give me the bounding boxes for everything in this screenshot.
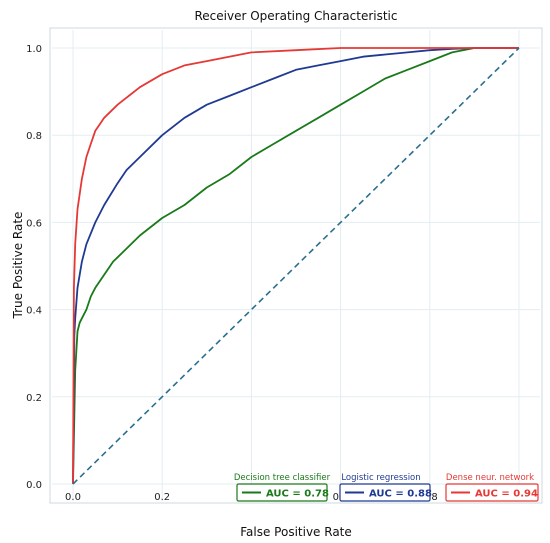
x-axis-title: False Positive Rate xyxy=(240,525,352,539)
y-axis-title: True Positive Rate xyxy=(11,212,25,320)
legend-series-name: Decision tree classifier xyxy=(234,473,331,483)
x-tick-label: 0.2 xyxy=(154,492,170,503)
legend-auc-label: AUC = 0.78 xyxy=(266,489,329,500)
y-tick-label: 0.8 xyxy=(26,131,42,142)
legend-auc-label: AUC = 0.94 xyxy=(475,489,538,500)
legend-entry: Logistic regression AUC = 0.88 xyxy=(339,473,432,502)
legend-box xyxy=(339,483,431,502)
series-line-2 xyxy=(72,47,519,485)
y-tick-label: 0.0 xyxy=(26,480,42,491)
legend-box xyxy=(236,483,328,502)
series-layer xyxy=(72,47,520,485)
legend-entry: Decision tree classifier AUC = 0.78 xyxy=(234,473,331,502)
legend: Decision tree classifier AUC = 0.78 Logist… xyxy=(234,473,539,502)
legend-series-name: Logistic regression xyxy=(341,473,420,483)
y-tick-label: 0.6 xyxy=(26,218,42,229)
legend-series-name: Dense neur. network xyxy=(446,473,534,483)
y-tick-label: 1.0 xyxy=(26,44,42,55)
legend-auc-label: AUC = 0.88 xyxy=(369,489,432,500)
chart-title: Receiver Operating Characteristic xyxy=(194,9,397,23)
legend-box xyxy=(445,483,539,502)
series-line-1 xyxy=(72,47,519,485)
y-tick-label: 0.4 xyxy=(26,306,42,317)
series-line-0 xyxy=(72,47,519,485)
chance-line xyxy=(72,47,520,485)
legend-entry: Dense neur. network AUC = 0.94 xyxy=(445,473,539,502)
y-tick-label: 0.2 xyxy=(26,393,42,404)
x-tick-label: 0.0 xyxy=(65,492,81,503)
